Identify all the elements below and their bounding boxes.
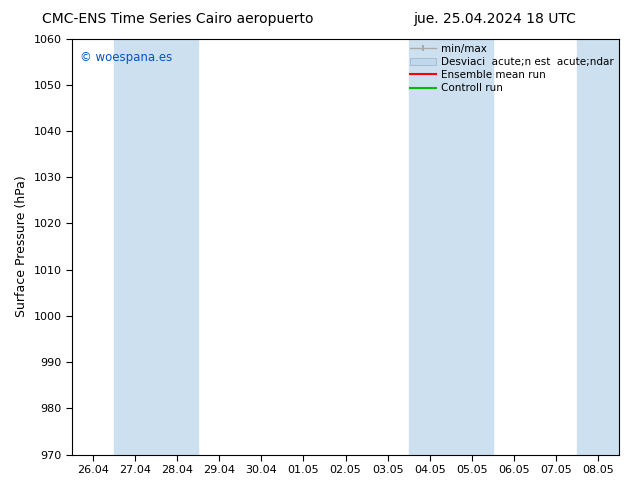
Text: jue. 25.04.2024 18 UTC: jue. 25.04.2024 18 UTC <box>413 12 576 26</box>
Legend: min/max, Desviaci  acute;n est  acute;ndar, Ensemble mean run, Controll run: min/max, Desviaci acute;n est acute;ndar… <box>410 44 614 93</box>
Text: © woespana.es: © woespana.es <box>81 51 172 64</box>
Bar <box>114 39 198 455</box>
Bar <box>577 39 619 455</box>
Text: CMC-ENS Time Series Cairo aeropuerto: CMC-ENS Time Series Cairo aeropuerto <box>42 12 313 26</box>
Y-axis label: Surface Pressure (hPa): Surface Pressure (hPa) <box>15 176 28 318</box>
Bar <box>409 39 493 455</box>
